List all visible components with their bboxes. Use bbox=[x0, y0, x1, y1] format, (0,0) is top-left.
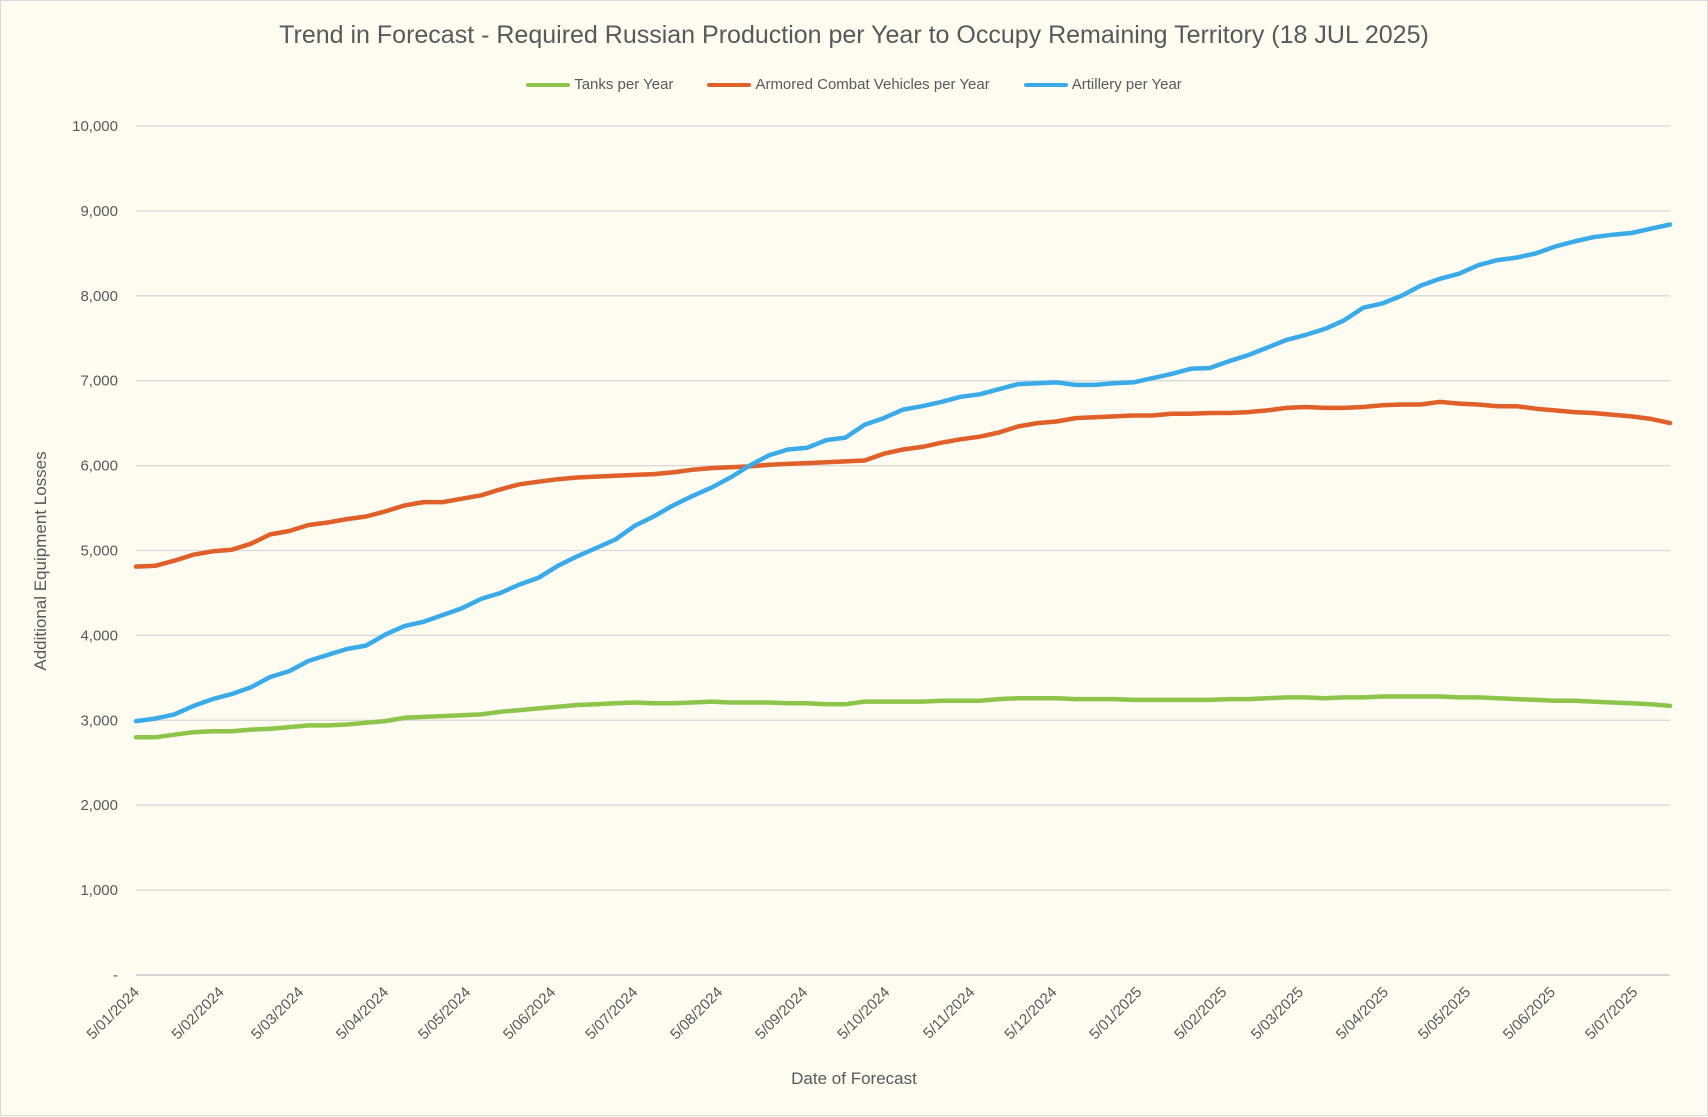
x-tick-label: 5/08/2024 bbox=[667, 984, 726, 1043]
legend-item-tanks: Tanks per Year bbox=[526, 76, 673, 93]
x-axis-title: Date of Forecast bbox=[791, 1069, 917, 1088]
series-line-artillery bbox=[133, 222, 1673, 724]
y-tick-label: 1,000 bbox=[80, 882, 118, 899]
x-tick-label: 5/04/2024 bbox=[333, 984, 392, 1043]
y-tick-label: 7,000 bbox=[80, 373, 118, 390]
series-line-acv bbox=[133, 399, 1673, 569]
legend-item-artillery: Artillery per Year bbox=[1023, 76, 1182, 93]
x-tick-label: 5/01/2024 bbox=[84, 984, 143, 1043]
x-tick-label: 5/07/2025 bbox=[1582, 984, 1641, 1043]
x-tick-label: 5/05/2025 bbox=[1415, 984, 1474, 1043]
x-tick-label: 5/11/2024 bbox=[920, 984, 978, 1042]
legend-label: Armored Combat Vehicles per Year bbox=[755, 76, 990, 93]
y-tick-label: 8,000 bbox=[80, 288, 118, 305]
x-tick-label: 5/02/2025 bbox=[1171, 984, 1230, 1043]
x-tick-label: 5/07/2024 bbox=[582, 984, 641, 1043]
legend-swatch bbox=[707, 82, 752, 87]
x-tick-label: 5/01/2025 bbox=[1086, 984, 1145, 1043]
x-tick-label: 5/06/2024 bbox=[500, 984, 559, 1043]
x-tick-label: 5/04/2025 bbox=[1333, 984, 1392, 1043]
y-axis-title: Additional Equipment Losses bbox=[31, 451, 50, 671]
legend-label: Artillery per Year bbox=[1071, 76, 1182, 93]
y-tick-label: - bbox=[113, 967, 118, 984]
x-tick-label: 5/03/2024 bbox=[248, 984, 307, 1043]
y-tick-label: 4,000 bbox=[80, 627, 118, 644]
y-tick-label: 3,000 bbox=[80, 712, 118, 729]
legend-swatch bbox=[1023, 82, 1068, 87]
x-tick-label: 5/03/2025 bbox=[1248, 984, 1307, 1043]
series-line-tanks bbox=[133, 694, 1673, 740]
legend-item-acv: Armored Combat Vehicles per Year bbox=[707, 76, 990, 93]
y-tick-label: 10,000 bbox=[72, 118, 118, 135]
y-tick-label: 9,000 bbox=[80, 203, 118, 220]
x-tick-label: 5/06/2025 bbox=[1500, 984, 1559, 1043]
x-tick-label: 5/10/2024 bbox=[834, 984, 893, 1043]
legend-label: Tanks per Year bbox=[574, 76, 674, 93]
y-tick-label: 6,000 bbox=[80, 458, 118, 475]
x-tick-label: 5/09/2024 bbox=[752, 984, 811, 1043]
y-tick-label: 5,000 bbox=[80, 543, 118, 560]
y-tick-label: 2,000 bbox=[80, 797, 118, 814]
chart-title: Trend in Forecast - Required Russian Pro… bbox=[279, 21, 1429, 49]
legend: Tanks per Year Armored Combat Vehicles p… bbox=[1, 76, 1707, 93]
legend-swatch bbox=[526, 82, 571, 87]
x-tick-label: 5/12/2024 bbox=[1001, 984, 1060, 1043]
x-tick-label: 5/02/2024 bbox=[169, 984, 228, 1043]
x-tick-label: 5/05/2024 bbox=[415, 984, 474, 1043]
